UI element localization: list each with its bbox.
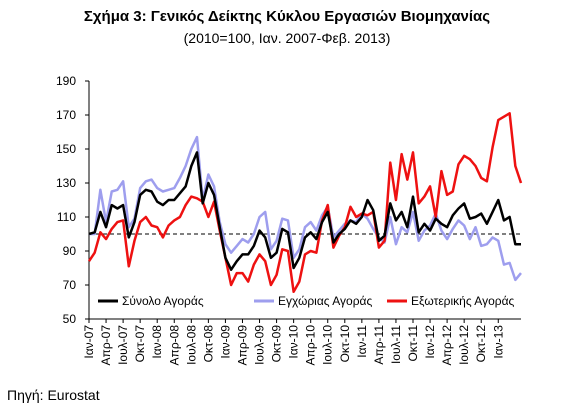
y-axis: 50 70 90 110 130 150 170 190 — [56, 74, 90, 326]
x-tick-label: Ιαν-08 — [150, 325, 164, 359]
x-tick-label: Οκτ-08 — [201, 325, 215, 363]
x-tick-label: Απρ-11 — [372, 325, 386, 365]
x-tick-label: Ιαν-11 — [355, 325, 369, 358]
chart-title: Σχήμα 3: Γενικός Δείκτης Κύκλου Εργασιών… — [83, 8, 491, 25]
x-tick-label: Απρ-08 — [167, 325, 181, 366]
series-line-1 — [89, 135, 522, 282]
x-axis: Ιαν-07 Απρ-07 Ιουλ-07 Οκτ-07 Ιαν-08 Απρ-08 Ιου… — [82, 318, 521, 366]
x-tick-label: Ιαν-13 — [491, 325, 505, 359]
series-line-2 — [87, 112, 523, 294]
x-tick-label: Ιουλ-11 — [389, 325, 403, 364]
x-tick-label: Ιουλ-10 — [321, 325, 335, 365]
x-tick-label: Ιαν-12 — [423, 325, 437, 359]
y-tick-label: 150 — [56, 142, 76, 156]
y-tick-label: 90 — [63, 244, 77, 258]
x-tick-label: Οκτ-07 — [133, 325, 147, 363]
y-tick-label: 170 — [56, 108, 76, 122]
x-tick-label: Ιαν-09 — [218, 325, 232, 359]
x-tick-label: Ιουλ-09 — [253, 325, 267, 365]
x-tick-label: Ιαν-10 — [287, 325, 301, 359]
x-tick-label: Οκτ-10 — [338, 325, 352, 363]
y-tick-label: 110 — [57, 210, 76, 224]
legend-label: Σύνολο Αγοράς — [122, 294, 204, 308]
x-tick-label: Ιουλ-07 — [116, 325, 130, 365]
x-tick-label: Ιουλ-08 — [184, 325, 198, 365]
y-tick-label: 190 — [56, 74, 76, 88]
x-tick-label: Ιουλ-12 — [457, 325, 471, 365]
x-tick-label: Απρ-10 — [304, 325, 318, 366]
source-note: Πηγή: Eurostat — [7, 387, 100, 403]
x-tick-label: Οκτ-09 — [270, 325, 284, 363]
x-tick-label: Οκτ-12 — [474, 325, 488, 363]
legend-label: Εξωτερικής Αγοράς — [411, 294, 515, 308]
chart-subtitle: (2010=100, Ιαν. 2007-Φεβ. 2013) — [183, 30, 391, 46]
x-tick-label: Οκτ-11 — [406, 325, 420, 362]
x-tick-label: Ιαν-07 — [82, 325, 96, 359]
y-tick-label: 70 — [63, 278, 77, 292]
x-tick-label: Απρ-09 — [235, 325, 249, 366]
legend: Σύνολο Αγοράς Εγχώριας Αγοράς Εξωτερικής Α… — [98, 294, 515, 308]
x-tick-label: Απρ-12 — [440, 325, 454, 366]
series-line-0 — [88, 151, 521, 271]
series-group — [87, 112, 523, 294]
legend-label: Εγχώριας Αγοράς — [278, 294, 372, 308]
y-tick-label: 130 — [56, 176, 76, 190]
x-tick-label: Απρ-07 — [99, 325, 113, 366]
y-tick-label: 50 — [63, 312, 77, 326]
